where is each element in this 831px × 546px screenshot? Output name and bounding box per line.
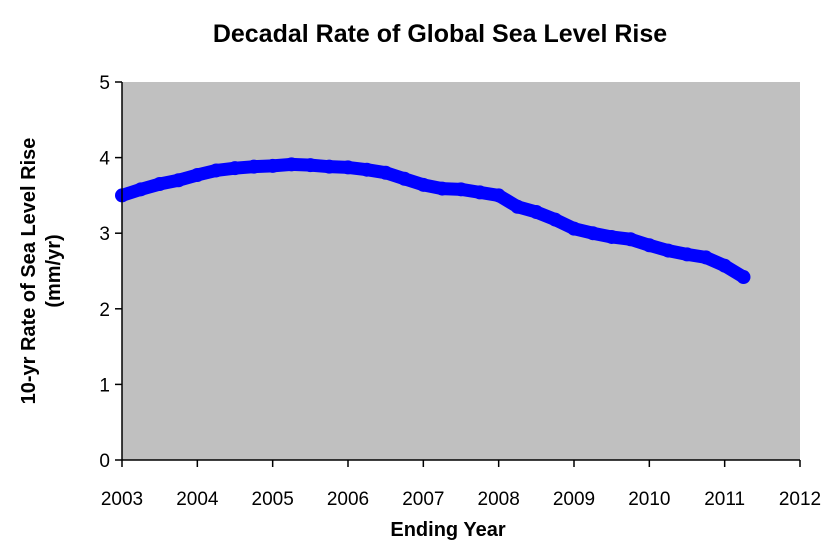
x-tick-label: 2007 xyxy=(402,489,444,510)
x-tick-label: 2004 xyxy=(176,489,219,510)
y-tick-label: 1 xyxy=(99,375,110,396)
data-point xyxy=(604,229,619,244)
x-tick-label: 2008 xyxy=(478,489,520,510)
data-point xyxy=(529,205,544,220)
y-tick-label: 2 xyxy=(99,300,110,321)
data-point xyxy=(416,177,431,192)
data-point xyxy=(680,247,694,262)
data-point xyxy=(510,199,525,214)
chart-title: Decadal Rate of Global Sea Level Rise xyxy=(213,20,667,48)
data-point xyxy=(265,158,280,173)
data-point xyxy=(661,243,676,258)
data-point xyxy=(454,182,468,197)
y-axis-unit-label: (mm/yr) xyxy=(43,234,65,307)
data-point xyxy=(736,270,751,285)
data-point xyxy=(209,163,224,178)
y-axis-ticks: 0 1 2 3 4 5 xyxy=(99,73,122,472)
data-point xyxy=(190,167,205,182)
y-tick-label: 4 xyxy=(99,149,110,170)
data-point xyxy=(397,171,412,186)
data-point xyxy=(548,212,563,227)
data-point xyxy=(491,188,506,203)
data-series xyxy=(115,157,751,285)
data-point xyxy=(228,161,242,176)
x-axis-label: Ending Year xyxy=(390,519,505,541)
data-point xyxy=(717,258,732,273)
plot-area xyxy=(122,82,800,460)
x-tick-label: 2003 xyxy=(101,489,143,510)
x-tick-label: 2012 xyxy=(779,489,821,510)
data-point xyxy=(585,226,600,241)
data-point xyxy=(341,160,355,175)
data-point xyxy=(246,159,261,174)
data-point xyxy=(567,221,581,236)
y-tick-label: 3 xyxy=(99,224,110,245)
data-point xyxy=(378,165,393,180)
y-axis-label: 10-yr Rate of Sea Level Rise xyxy=(18,138,40,405)
data-point xyxy=(359,162,374,177)
data-point xyxy=(152,177,167,192)
x-tick-label: 2006 xyxy=(327,489,369,510)
x-tick-label: 2009 xyxy=(553,489,595,510)
data-point xyxy=(472,185,487,200)
y-tick-label: 5 xyxy=(99,73,110,94)
x-axis-ticks: 2003 2004 2005 2006 2007 2008 2009 2010 2011 2012 xyxy=(101,460,821,510)
y-tick-label: 0 xyxy=(99,451,110,472)
data-point xyxy=(698,250,713,265)
x-tick-label: 2005 xyxy=(252,489,294,510)
data-point xyxy=(322,159,337,174)
data-point xyxy=(171,173,186,188)
x-tick-label: 2010 xyxy=(628,489,670,510)
data-point xyxy=(284,157,299,172)
data-point xyxy=(303,158,318,173)
data-point xyxy=(642,238,657,253)
data-point xyxy=(133,182,148,197)
data-point xyxy=(435,181,450,196)
series-band xyxy=(115,157,750,284)
x-tick-label: 2011 xyxy=(704,489,745,510)
data-point xyxy=(623,232,638,247)
